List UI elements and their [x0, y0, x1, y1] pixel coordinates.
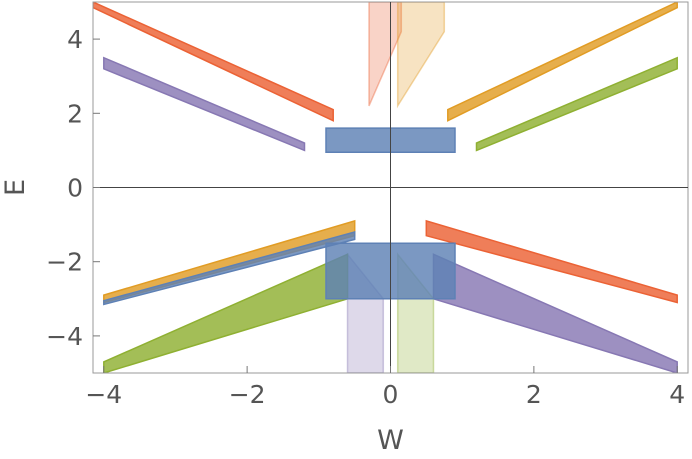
y-tick-label: −4 [46, 322, 83, 351]
band-1-1 [93, 2, 334, 122]
y-axis-label: E [0, 179, 31, 196]
y-tick-label: 4 [67, 25, 83, 54]
y-tick-label: −2 [46, 248, 83, 277]
band-1-2 [368, 2, 403, 107]
x-tick-label: −4 [85, 380, 122, 409]
band-series-2 [103, 2, 678, 304]
band-2-1 [447, 2, 678, 122]
bands-layer [93, 2, 678, 373]
band-3-3 [432, 253, 678, 373]
y-tick-label: 0 [67, 174, 83, 203]
y-tick-label: 2 [67, 99, 83, 128]
x-tick-label: 4 [669, 380, 685, 409]
band-3-1 [103, 56, 306, 152]
band-series-5 [103, 127, 456, 306]
band-5-3 [103, 231, 356, 306]
x-tick-label: −2 [229, 380, 266, 409]
ticks-layer: −4 −2 0 2 4 −4 −2 0 2 4 [46, 25, 685, 409]
axes-layer [92, 1, 689, 374]
band-2-2 [396, 2, 446, 109]
band-series-1 [93, 2, 678, 304]
x-tick-label: 0 [383, 380, 399, 409]
band-1-3 [425, 219, 678, 304]
x-axis-label: W [377, 425, 404, 456]
band-4-1 [475, 56, 678, 152]
x-tick-label: 2 [526, 380, 542, 409]
